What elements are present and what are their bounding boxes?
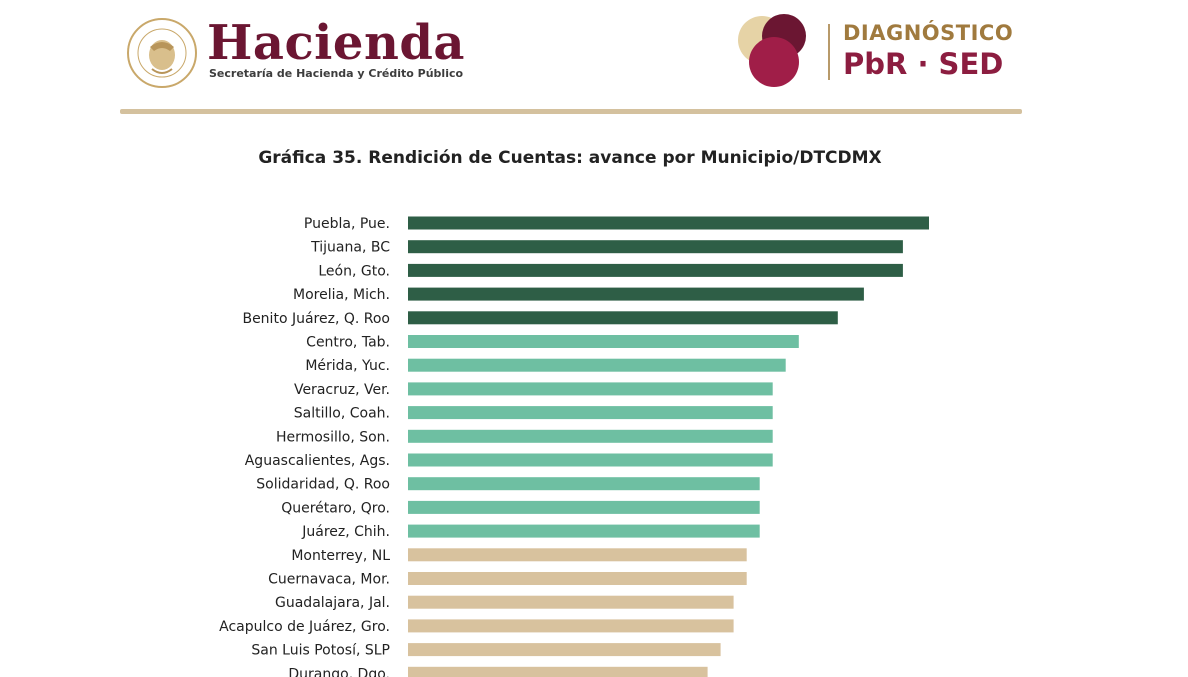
bar-6 [408, 335, 799, 348]
category-label-9: Saltillo, Coah. [294, 406, 390, 422]
category-label-13: Querétaro, Qro. [281, 500, 390, 516]
bar-2 [408, 240, 903, 254]
mexico-seal-icon [127, 18, 197, 88]
bar-19 [408, 643, 721, 657]
bar-14 [408, 524, 760, 538]
bar-20 [408, 666, 708, 677]
header: Hacienda Secretaría de Hacienda y Crédit… [0, 0, 1188, 115]
category-label-14: Juárez, Chih. [301, 524, 390, 540]
brand-subtitle: Secretaría de Hacienda y Crédito Público [209, 67, 464, 80]
bar-9 [408, 406, 773, 420]
category-label-20: Durango, Dgo. [288, 666, 390, 677]
pbr-sed-label: PbR · SED [843, 47, 1004, 81]
header-rule [120, 109, 1022, 114]
category-label-2: Tijuana, BC [310, 240, 390, 256]
category-label-8: Veracruz, Ver. [294, 382, 390, 398]
category-label-19: San Luis Potosí, SLP [251, 643, 390, 659]
category-label-11: Aguascalientes, Ags. [245, 453, 390, 469]
bar-15 [408, 548, 747, 562]
bar-4 [408, 287, 864, 301]
brand-title: Hacienda [207, 15, 466, 71]
bar-1 [408, 216, 929, 230]
bar-8 [408, 382, 773, 396]
category-label-12: Solidaridad, Q. Roo [256, 477, 390, 493]
category-label-10: Hermosillo, Son. [276, 429, 390, 445]
bar-13 [408, 500, 760, 514]
category-label-5: Benito Juárez, Q. Roo [242, 311, 390, 327]
chart-title: Gráfica 35. Rendición de Cuentas: avance… [258, 148, 882, 168]
bar-16 [408, 572, 747, 585]
category-label-18: Acapulco de Juárez, Gro. [219, 619, 390, 635]
category-label-16: Cuernavaca, Mor. [268, 572, 390, 588]
logo-divider [828, 24, 830, 80]
bar-17 [408, 595, 734, 609]
category-label-1: Puebla, Pue. [304, 216, 390, 232]
bar-7 [408, 358, 786, 372]
category-label-3: León, Gto. [318, 263, 390, 279]
bar-10 [408, 429, 773, 443]
category-label-7: Mérida, Yuc. [305, 358, 390, 374]
bar-12 [408, 477, 760, 491]
bar-18 [408, 619, 734, 633]
category-label-17: Guadalajara, Jal. [275, 595, 390, 611]
pbr-sed-logo-icon [738, 14, 806, 87]
category-label-4: Morelia, Mich. [293, 287, 390, 303]
category-label-6: Centro, Tab. [306, 335, 390, 351]
bar-11 [408, 453, 773, 467]
diagnostico-label: DIAGNÓSTICO [843, 21, 1014, 45]
bar-3 [408, 263, 903, 277]
category-label-15: Monterrey, NL [291, 548, 390, 564]
bar-5 [408, 311, 838, 325]
